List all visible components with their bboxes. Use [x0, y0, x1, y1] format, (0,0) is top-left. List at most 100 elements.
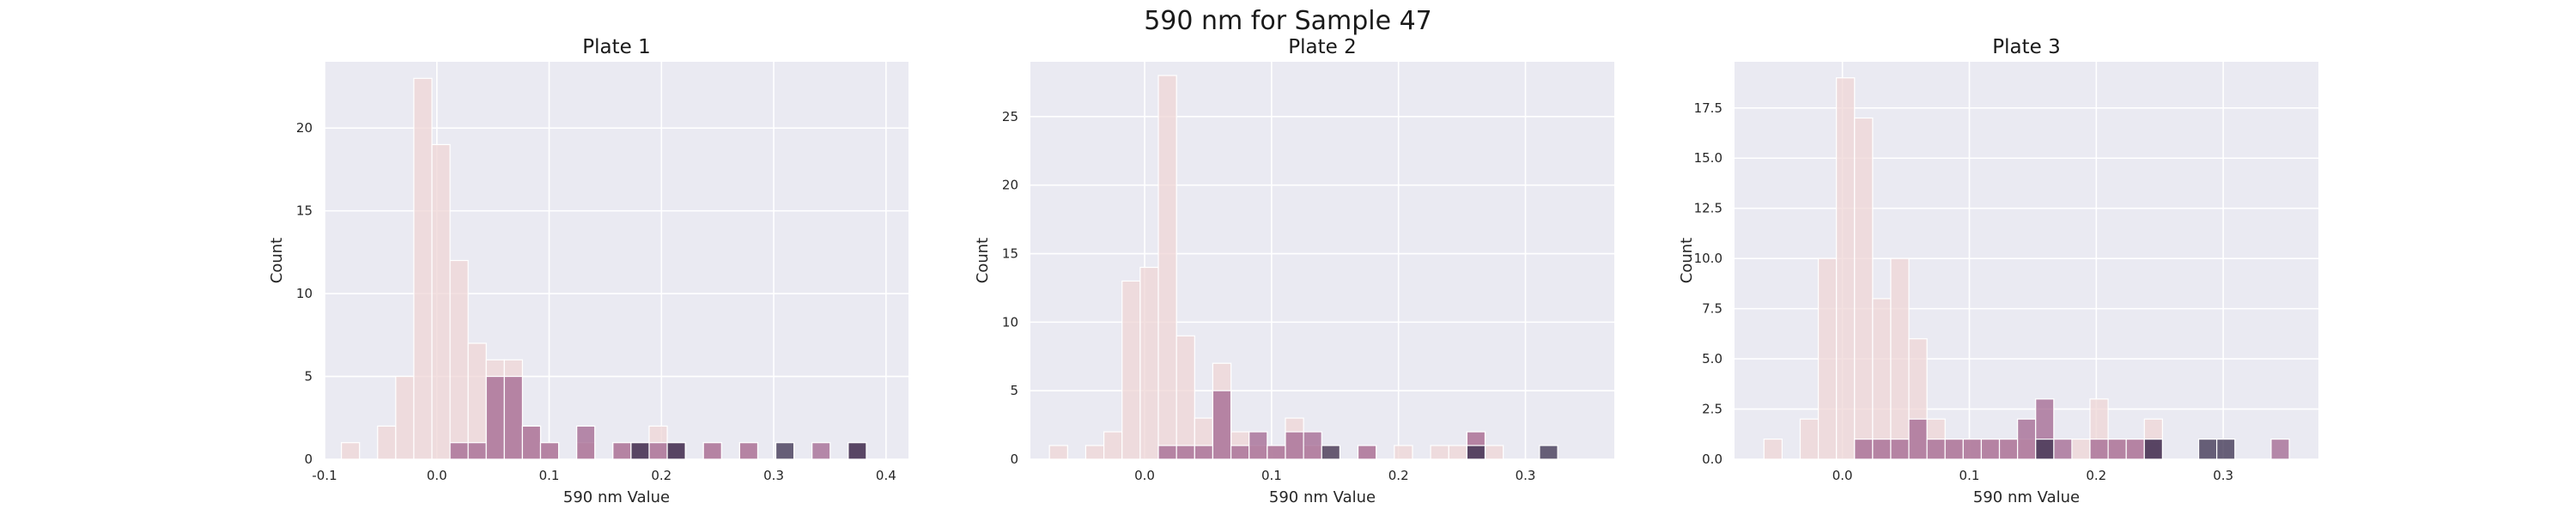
- histogram-bar: [1157, 445, 1177, 460]
- x-tick-label: 0.0: [1134, 468, 1155, 483]
- histogram-bar: [431, 143, 451, 460]
- histogram-bar: [1139, 266, 1159, 460]
- x-axis-label: 590 nm Value: [1269, 488, 1376, 506]
- histogram-bar: [1763, 439, 1783, 460]
- histogram-bar: [1890, 439, 1910, 460]
- y-tick-label: 5.0: [1702, 351, 1722, 367]
- x-tick-label: 0.3: [2213, 468, 2233, 483]
- histogram-bar: [1176, 445, 1195, 460]
- histogram-bar: [377, 425, 397, 460]
- x-tick-label: -0.1: [312, 468, 337, 483]
- histogram-bar: [1539, 445, 1558, 460]
- y-tick-label: 0: [1010, 451, 1018, 467]
- y-tick-label: 0: [304, 451, 313, 467]
- x-tick-label: 0.2: [1388, 468, 1409, 483]
- histogram-bar: [521, 425, 542, 460]
- y-tick-label: 15.0: [1694, 150, 1722, 166]
- y-tick-label: 10: [1002, 314, 1018, 330]
- histogram-bar: [1394, 445, 1413, 460]
- histogram-bar: [449, 442, 469, 460]
- y-axis-label: Count: [268, 238, 286, 283]
- y-tick-label: 15: [296, 203, 313, 219]
- y-tick-label: 0.0: [1702, 451, 1722, 467]
- histogram-bar: [738, 442, 759, 460]
- plate-title: Plate 3: [1992, 36, 2060, 58]
- x-tick-label: 0.2: [651, 468, 671, 483]
- x-tick-label: 0.1: [1261, 468, 1282, 483]
- y-tick-label: 10.0: [1694, 251, 1722, 266]
- histogram-bar: [702, 442, 722, 460]
- histogram-bar: [1890, 258, 1910, 460]
- histogram-bar: [1817, 258, 1838, 460]
- histogram-bar: [648, 442, 668, 460]
- histogram-bar: [467, 342, 487, 460]
- histogram-bar: [413, 77, 433, 460]
- histogram-bar: [1854, 439, 1874, 460]
- histogram-bar: [1962, 439, 1983, 460]
- histogram-bar: [2270, 439, 2290, 460]
- x-tick-label: 0.2: [2086, 468, 2106, 483]
- histogram-bar: [503, 375, 524, 460]
- histogram-bar: [1176, 335, 1195, 460]
- histogram-bar: [666, 442, 686, 460]
- histogram-bar: [811, 442, 831, 460]
- histogram-bar: [1836, 77, 1856, 460]
- y-tick-label: 7.5: [1702, 301, 1722, 317]
- histogram-bar: [395, 375, 415, 460]
- plate-2-chart: 0.0 0.1 0.2 0.3 0 5 10 15 20 25 Plate 2 590 nm Valu…: [974, 36, 1614, 506]
- histogram-bar: [1466, 445, 1486, 460]
- histogram-bar: [1872, 439, 1892, 460]
- histogram-bar: [1212, 390, 1232, 460]
- histogram-bar: [1430, 445, 1449, 460]
- plate-title: Plate 2: [1288, 36, 1356, 58]
- histogram-bar: [1908, 418, 1928, 460]
- y-tick-label: 20: [296, 120, 313, 136]
- histogram-bar: [2053, 439, 2073, 460]
- y-tick-label: 20: [1002, 178, 1018, 193]
- y-tick-label: 25: [1002, 109, 1018, 124]
- y-tick-label: 17.5: [1694, 100, 1722, 116]
- x-tick-label: 0.4: [876, 468, 896, 483]
- y-axis-label: Count: [974, 238, 992, 283]
- histogram-bar: [1103, 431, 1123, 460]
- y-tick-label: 5: [1010, 383, 1018, 398]
- plate-3-chart: 0.0 0.1 0.2 0.3 0.0 2.5 5.0 7.5 10.0 12.5 15.0 17.5…: [1678, 36, 2318, 506]
- histogram-bar: [775, 442, 795, 460]
- histogram-bar: [1230, 445, 1250, 460]
- histogram-bar: [1194, 445, 1214, 460]
- histogram-bar: [2143, 439, 2163, 460]
- x-tick-label: 0.0: [427, 468, 447, 483]
- x-tick-label: 0.3: [1516, 468, 1536, 483]
- histogram-bar: [2125, 439, 2145, 460]
- histogram-bar: [1980, 439, 2001, 460]
- histogram-bar: [1285, 431, 1304, 460]
- histogram-bar: [1799, 418, 1820, 460]
- y-tick-label: 10: [296, 286, 313, 301]
- y-axis-label: Count: [1678, 238, 1696, 283]
- plate-1-chart: -0.1 0.0 0.1 0.2 0.3 0.4 0 5 10 15 20 Plate 1 590 nm…: [268, 36, 908, 506]
- histogram-bar: [2071, 439, 2091, 460]
- histogram-bar: [1157, 75, 1177, 460]
- figure-title: 590 nm for Sample 47: [1144, 6, 1432, 36]
- histogram-bar: [449, 259, 469, 460]
- histogram-bar: [1998, 439, 2019, 460]
- histogram-bar: [539, 442, 560, 460]
- x-tick-label: 0.3: [763, 468, 784, 483]
- histogram-bar: [1448, 445, 1467, 460]
- histogram-bar: [1321, 445, 1340, 460]
- histogram-bar: [1048, 445, 1068, 460]
- histogram-bar: [1926, 439, 1946, 460]
- histogram-bar: [612, 442, 632, 460]
- histogram-bar: [1249, 431, 1268, 460]
- histogram-bar: [1267, 445, 1286, 460]
- histogram-bar: [1854, 117, 1874, 460]
- y-tick-label: 2.5: [1702, 402, 1722, 417]
- x-tick-label: 0.1: [1959, 468, 1980, 483]
- histogram-bar: [1944, 439, 1964, 460]
- histogram-bar: [485, 375, 505, 460]
- histogram-bar: [1357, 445, 1377, 460]
- x-tick-label: 0.0: [1832, 468, 1853, 483]
- histogram-bar: [2197, 439, 2218, 460]
- histogram-bar: [1121, 280, 1141, 460]
